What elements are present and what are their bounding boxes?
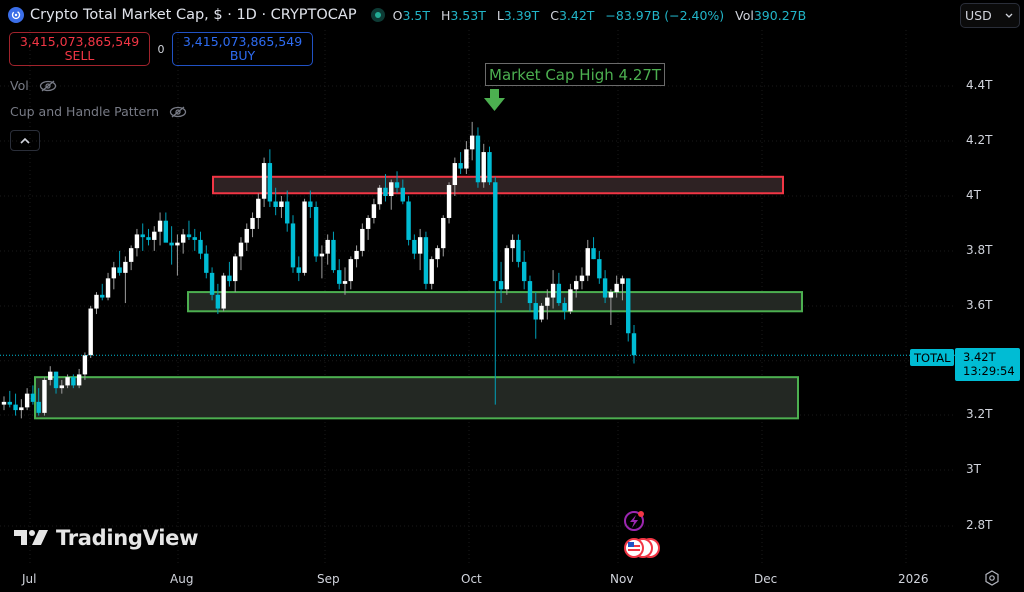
close-value: 3.42T [558,7,595,23]
lightning-event-icon[interactable] [624,511,644,531]
high-label: H [440,7,451,23]
tradingview-logo-text: TradingView [56,526,199,550]
volume-value: 390.27B [753,7,807,23]
high-value: 3.53T [450,7,486,23]
price-axis-label: 2.8T [966,518,993,532]
chevron-down-icon [1005,13,1013,18]
us-flag-economic-event-icon[interactable] [624,538,660,558]
price-axis-label: 4T [966,188,981,202]
market-cap-high-annotation[interactable]: Market Cap High 4.27T [485,63,666,86]
open-label: O [392,7,403,23]
market-cap-high-arrow-icon [484,89,505,111]
spread-value: 0 [157,42,165,56]
time-axis-label: Dec [754,572,778,586]
time-axis-label: Nov [610,572,634,586]
current-price-tag: 3.42T 13:29:54 [955,348,1020,381]
price-axis-label: 4.2T [966,133,993,147]
cryptocap-logo-icon [8,7,24,23]
tradingview-logo-icon [14,530,48,545]
buy-label: BUY [229,48,256,63]
buy-price: 3,415,073,865,549 [182,34,303,49]
close-label: C [550,7,559,23]
time-axis-label: Aug [170,572,194,586]
time-axis-label: 2026 [898,572,929,586]
current-price: 3.42T [963,350,996,364]
currency-select[interactable]: USD [960,3,1020,28]
candlestick-series [1,121,637,419]
time-axis-label: Oct [461,572,482,586]
symbol-header: Crypto Total Market Cap, $ · 1D · CRYPTO… [8,4,813,26]
symbol-price-tag: TOTAL [910,349,955,366]
eye-off-icon[interactable] [169,106,187,118]
open-value: 3.5T [402,7,430,23]
market-status-icon [370,8,385,22]
time-axis-label: Jul [22,572,37,586]
price-axis-label: 3.2T [966,407,993,421]
low-value: 3.39T [503,7,540,23]
price-axis-label: 3T [966,462,981,476]
legend-vol[interactable]: Vol [10,78,57,93]
chart-settings-icon[interactable] [984,570,1000,586]
change-value: −83.97B (−2.40%) [605,7,725,23]
sell-label: SELL [64,48,95,63]
ohlc-values: O3.5T H3.53T L3.39T C3.42T −83.97B (−2.4… [393,8,814,23]
buy-button[interactable]: 3,415,073,865,549 BUY [172,32,313,66]
price-axis-label: 3.8T [966,243,993,257]
volume-label: Vol [735,7,754,23]
trade-panel: 3,415,073,865,549 SELL 0 3,415,073,865,5… [9,32,313,66]
bar-countdown: 13:29:54 [963,364,1015,378]
collapse-legend-button[interactable] [10,130,40,151]
symbol-title[interactable]: Crypto Total Market Cap, $ · 1D · CRYPTO… [30,7,357,23]
tradingview-logo[interactable]: TradingView [14,526,198,550]
sell-button[interactable]: 3,415,073,865,549 SELL [9,32,150,66]
chevron-up-icon [20,137,30,144]
legend-cup-and-handle[interactable]: Cup and Handle Pattern [10,104,187,119]
vol-legend-label: Vol [10,78,29,93]
price-axis-label: 3.6T [966,298,993,312]
chart-zones [34,175,803,420]
indicator-legend-label: Cup and Handle Pattern [10,104,160,119]
time-axis-label: Sep [317,572,340,586]
price-axis-label: 4.4T [966,78,993,92]
currency-value: USD [965,8,992,23]
low-label: L [496,7,504,23]
sell-price: 3,415,073,865,549 [19,34,140,49]
eye-off-icon[interactable] [39,80,57,92]
